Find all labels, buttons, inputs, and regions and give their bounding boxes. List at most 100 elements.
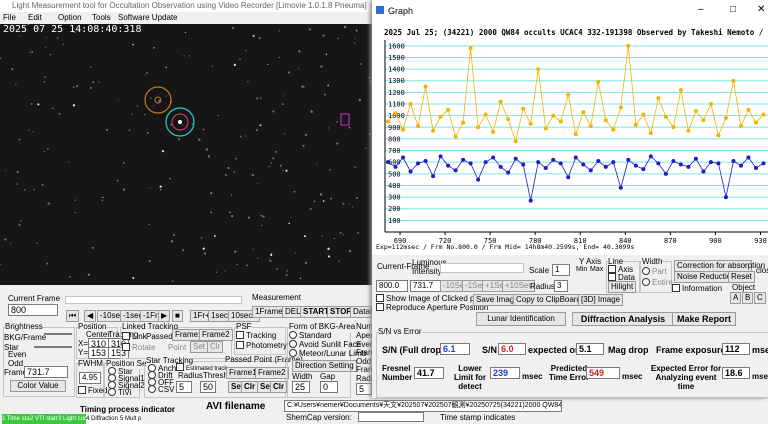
- noise-dot: [148, 223, 151, 226]
- button[interactable]: STOP: [327, 306, 355, 318]
- noise-dot: [270, 253, 273, 256]
- button[interactable]: Set: [190, 341, 209, 353]
- button[interactable]: Hilight: [608, 281, 637, 293]
- radio-button[interactable]: OFF: [148, 378, 174, 388]
- noise-dot: [158, 99, 161, 103]
- text-field[interactable]: C:¥Users¥nemer¥Documents¥天文¥202507¥20250…: [284, 400, 562, 412]
- text-field[interactable]: 239: [490, 367, 520, 379]
- button[interactable]: Frame2: [199, 329, 233, 341]
- button[interactable]: Copy to ClipBoard: [513, 294, 584, 306]
- radio-button[interactable]: Meteor/Lunar Limb: [289, 349, 366, 359]
- checkbox[interactable]: Axis: [608, 265, 633, 275]
- button[interactable]: +10Sec: [502, 280, 536, 292]
- button[interactable]: C: [754, 292, 766, 304]
- label: Object: [732, 283, 756, 292]
- noise-dot: [56, 37, 59, 39]
- noise-dot: [132, 43, 134, 46]
- text-field[interactable]: [44, 333, 72, 335]
- label: Y Axis: [579, 257, 602, 266]
- button[interactable]: ◀: [84, 310, 97, 322]
- text-field[interactable]: [34, 346, 72, 348]
- checkbox[interactable]: Information: [672, 284, 722, 294]
- radio-button[interactable]: TiVi: [108, 388, 131, 398]
- text-field[interactable]: 800.0: [376, 280, 408, 292]
- noise-dot: [136, 105, 139, 108]
- text-field[interactable]: 1: [552, 264, 570, 276]
- noise-dot: [354, 42, 356, 44]
- noise-dot: [44, 76, 47, 78]
- text-field[interactable]: 6.0: [498, 343, 526, 355]
- button[interactable]: ▶: [158, 310, 171, 322]
- noise-dot: [355, 29, 358, 32]
- button[interactable]: Make Report: [672, 312, 736, 326]
- data-point: [476, 125, 481, 130]
- text-field[interactable]: 41.7: [414, 367, 444, 379]
- noise-dot: [19, 35, 22, 37]
- button[interactable]: Diffraction Analysis: [572, 312, 674, 326]
- noise-dot: [41, 183, 44, 186]
- text-field[interactable]: 153: [88, 347, 109, 359]
- checkbox[interactable]: Rotate: [122, 343, 156, 353]
- checkbox[interactable]: Tracking: [236, 331, 276, 341]
- button[interactable]: 1Frame: [252, 306, 286, 318]
- label: Passed Point (Frame): [225, 355, 303, 364]
- target-star: [178, 120, 182, 124]
- radio-button[interactable]: Drift: [148, 371, 173, 381]
- text-field[interactable]: 0: [320, 381, 338, 393]
- button[interactable]: ■: [172, 310, 183, 322]
- data-point: [468, 46, 473, 51]
- button[interactable]: Direction Setting: [292, 360, 357, 372]
- checkbox[interactable]: Reproduce Aperture Position: [376, 303, 488, 313]
- noise-dot: [116, 179, 119, 182]
- noise-dot: [149, 187, 152, 189]
- button[interactable]: Frame2: [255, 367, 289, 379]
- button[interactable]: ⏮: [66, 310, 80, 322]
- text-field[interactable]: 3: [554, 280, 568, 292]
- radio-button[interactable]: Signal2: [108, 381, 145, 391]
- noise-dot: [316, 163, 318, 165]
- radio-button[interactable]: Entire: [642, 278, 673, 288]
- checkbox[interactable]: Show Image of Clicked point: [376, 294, 487, 304]
- text-field[interactable]: 5: [356, 383, 372, 395]
- radio-button[interactable]: Standard: [289, 331, 331, 341]
- text-field[interactable]: 731.7: [24, 366, 68, 378]
- button[interactable]: Clr: [270, 381, 288, 393]
- radio-button[interactable]: Avoid Sunlit Face: [289, 340, 361, 350]
- radio-button[interactable]: Anchor: [148, 364, 183, 374]
- noise-dot: [177, 138, 180, 141]
- button[interactable]: Color Value: [10, 380, 66, 392]
- data-point: [686, 128, 691, 133]
- button[interactable]: Clr: [241, 381, 259, 393]
- button[interactable]: Frame1: [226, 367, 260, 379]
- text-field[interactable]: 112: [722, 343, 750, 355]
- checkbox[interactable]: Fixed: [78, 386, 108, 396]
- radio-button[interactable]: CSV: [148, 385, 174, 395]
- button[interactable]: B: [742, 292, 754, 304]
- text-field[interactable]: 800: [8, 304, 58, 316]
- checkbox[interactable]: Estimated track: [176, 363, 227, 374]
- text-field[interactable]: 18.6: [722, 367, 750, 379]
- text-field[interactable]: 5: [176, 381, 192, 393]
- radio-button[interactable]: Star: [108, 367, 133, 377]
- button[interactable]: Reset: [728, 271, 755, 283]
- text-field[interactable]: 549: [586, 367, 620, 379]
- radio-button[interactable]: Signal1: [108, 374, 145, 384]
- checkbox[interactable]: Data: [608, 273, 635, 283]
- button[interactable]: Clr: [207, 341, 224, 353]
- button[interactable]: 1Fr+: [190, 310, 213, 322]
- text-field[interactable]: 4.95: [79, 372, 101, 384]
- checkbox[interactable]: Link: [122, 332, 147, 342]
- radio-button[interactable]: Part: [642, 267, 667, 277]
- button[interactable]: A: [730, 292, 742, 304]
- button[interactable]: Lunar Identification: [476, 312, 566, 326]
- data-point: [603, 164, 608, 169]
- text-field[interactable]: 50: [200, 381, 216, 393]
- text-field[interactable]: 5.1: [576, 343, 604, 355]
- text-field[interactable]: 731.7: [410, 280, 442, 292]
- button[interactable]: [3D] Image: [578, 294, 624, 306]
- text-field[interactable]: 6.1: [440, 343, 470, 355]
- noise-dot: [27, 24, 30, 26]
- data-point: [753, 166, 758, 170]
- checkbox[interactable]: Photometry: [236, 341, 287, 351]
- text-field[interactable]: 25: [292, 381, 310, 393]
